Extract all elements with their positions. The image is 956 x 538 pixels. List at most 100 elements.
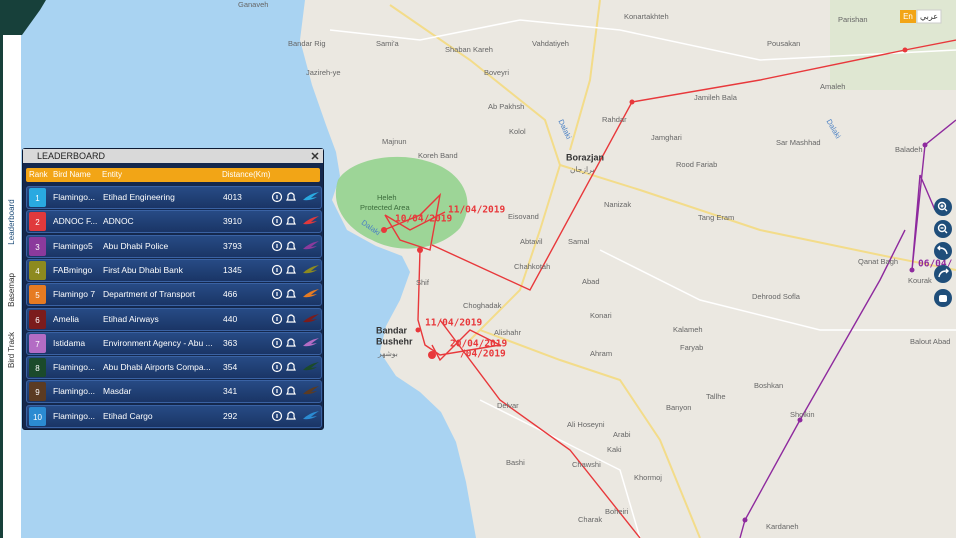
bell-icon[interactable]	[286, 216, 296, 225]
place-label: Abtavil	[520, 237, 543, 246]
bell-icon[interactable]	[286, 313, 296, 323]
bird-icon	[303, 240, 319, 249]
leaderboard-row[interactable]: 6 Amelia Etihad Airways 440	[26, 307, 322, 331]
zoom-controls	[934, 198, 952, 307]
close-button[interactable]	[311, 152, 319, 160]
place-label: Amaleh	[820, 82, 845, 91]
place-label: Khormoj	[634, 473, 662, 482]
place-label: Pousakan	[767, 39, 800, 48]
row-icons	[271, 240, 319, 251]
row-icons	[271, 264, 319, 275]
leaderboard-row[interactable]: 5 Flamingo 7 Department of Transport 466	[26, 283, 322, 307]
bell-icon[interactable]	[286, 289, 296, 298]
info-icon[interactable]	[271, 264, 283, 275]
zoom-in[interactable]	[934, 198, 952, 216]
undo[interactable]	[934, 242, 952, 260]
info-icon[interactable]	[271, 386, 283, 397]
place-label: Konartakhteh	[624, 12, 669, 21]
info-icon[interactable]	[271, 216, 283, 227]
leaderboard-row[interactable]: 3 Flamingo5 Abu Dhabi Police 3793	[26, 234, 322, 258]
distance: 466	[223, 289, 238, 300]
corner-panel	[0, 0, 46, 35]
place-label: Dehrood Sofla	[752, 292, 801, 301]
distance: 1345	[223, 264, 242, 275]
red-track	[383, 39, 956, 538]
info-icon[interactable]	[271, 313, 283, 324]
leaderboard-row[interactable]: 2 ADNOC F... ADNOC 3910	[26, 210, 322, 234]
place-label: Tang Eram	[698, 213, 734, 222]
info-icon[interactable]	[271, 410, 283, 421]
tab-leaderboard[interactable]: Leaderboard	[7, 199, 16, 244]
bell-icon[interactable]	[286, 241, 296, 250]
rank-badge: 3	[29, 236, 46, 256]
zoom-out[interactable]	[934, 220, 952, 238]
place-label: Alishahr	[494, 328, 522, 337]
distance: 4013	[223, 192, 242, 202]
bell-icon[interactable]	[286, 192, 296, 201]
info-icon[interactable]	[271, 289, 283, 300]
place-label: Bandar	[376, 325, 408, 335]
rank-badge: 10	[29, 406, 46, 426]
leaderboard-row[interactable]: 10 Flamingo... Etihad Cargo 292	[26, 404, 322, 428]
place-label: Delvar	[497, 401, 519, 410]
redo[interactable]	[934, 265, 952, 283]
row-icons	[271, 289, 319, 300]
track-date-label: 06/04/	[918, 259, 953, 270]
bird-name: ADNOC F...	[53, 216, 98, 227]
rank-badge: 7	[29, 333, 46, 353]
track-date-label: 20/04/2019	[450, 339, 507, 350]
place-label: Rood Fariab	[676, 160, 717, 169]
leaderboard-row[interactable]: 7 Istidama Environment Agency - Abu ... 363	[26, 331, 322, 355]
bell-icon[interactable]	[286, 411, 296, 420]
leaderboard-row[interactable]: 1 Flamingo... Etihad Engineering 4013	[26, 186, 322, 209]
bell-icon[interactable]	[286, 338, 296, 347]
place-label: Sami'a	[376, 39, 400, 48]
bell-icon[interactable]	[286, 362, 296, 371]
info-icon[interactable]	[271, 240, 283, 251]
leaderboard-row[interactable]: 8 Flamingo... Abu Dhabi Airports Compa... 3…	[26, 356, 322, 380]
leaderboard-row[interactable]: 4 FABmingo First Abu Dhabi Bank 1345	[26, 258, 322, 282]
row-icons	[271, 313, 319, 324]
tab-bird-track[interactable]: Bird Track	[7, 331, 16, 368]
lang-ar[interactable]: عربي	[920, 12, 938, 21]
place-label: Ganaveh	[238, 0, 268, 9]
place-label: Balout Abad	[910, 337, 950, 346]
distance: 3910	[223, 216, 242, 227]
entity: ADNOC	[103, 216, 134, 227]
place-label: Eisovand	[508, 212, 539, 221]
row-icons	[271, 216, 319, 227]
bird-icon	[303, 313, 319, 322]
bell-icon[interactable]	[286, 265, 296, 274]
place-label: بوشهر	[377, 349, 398, 358]
distance: 292	[223, 410, 238, 421]
place-label: Chawshi	[572, 460, 601, 469]
place-label: Choghadak	[463, 301, 502, 310]
place-label: Ali Hoseyni	[567, 420, 605, 429]
info-icon[interactable]	[271, 191, 283, 203]
lang-en-button[interactable]	[900, 10, 916, 23]
place-label: Charak	[578, 515, 602, 524]
bell-icon[interactable]	[286, 386, 296, 395]
bird-icon	[303, 289, 319, 298]
place-label: Koreh Band	[418, 151, 458, 160]
info-icon[interactable]	[271, 361, 283, 373]
place-label: Jamileh Bala	[694, 93, 738, 102]
lang-ar-button[interactable]	[916, 9, 942, 24]
area-label: Heleh	[377, 193, 397, 202]
place-label: Boheiri	[605, 507, 629, 516]
area-label: Protected Area	[360, 203, 410, 212]
distance: 363	[223, 337, 238, 348]
leaderboard-row[interactable]: 9 Flamingo... Masdar 341	[26, 380, 322, 404]
place-label: Shif	[416, 278, 430, 287]
bird-name: FABmingo	[53, 264, 93, 275]
tab-basemap[interactable]: Basemap	[7, 273, 16, 307]
place-label: Rahdar	[602, 115, 627, 124]
place-label: Banyon	[666, 403, 691, 412]
rank-badge: 8	[29, 358, 46, 378]
entity: Etihad Airways	[103, 313, 159, 324]
info-icon[interactable]	[271, 337, 283, 348]
place-label: Bashi	[506, 458, 525, 467]
distance: 440	[223, 313, 238, 324]
rank-badge: 6	[29, 309, 46, 329]
lang-en[interactable]: En	[903, 12, 913, 21]
